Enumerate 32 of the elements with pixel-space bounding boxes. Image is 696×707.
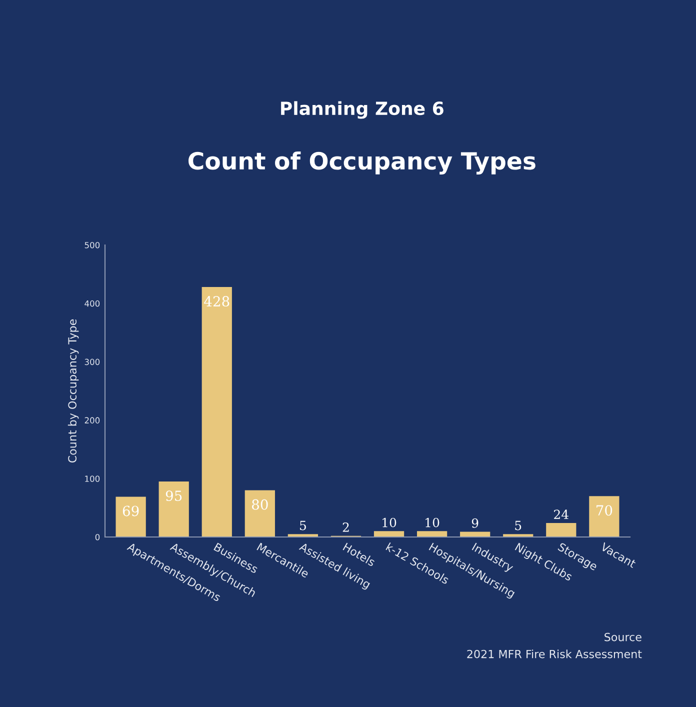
data-label: 80 — [252, 499, 268, 510]
bar — [460, 532, 490, 537]
data-label: 24 — [554, 510, 568, 519]
y-tick-label: 200 — [84, 417, 100, 424]
bar — [202, 287, 232, 537]
chart-subtitle: Planning Zone 6 — [281, 101, 444, 119]
data-label: 70 — [596, 505, 612, 516]
y-axis-title: Count by Occupancy Type — [68, 319, 79, 463]
bar — [546, 522, 576, 537]
data-label: 5 — [300, 520, 306, 530]
data-label: 9 — [472, 518, 478, 528]
bar — [589, 496, 620, 537]
bar — [244, 490, 275, 537]
text: 2021 MFR Fire Risk Assessment — [467, 650, 642, 658]
data-label: 2 — [342, 522, 349, 532]
data-label: 69 — [122, 506, 139, 516]
data-label: 428 — [204, 296, 230, 307]
y-tick-label: 0 — [95, 534, 100, 540]
bar — [416, 531, 448, 537]
y-tick-label: 500 — [84, 242, 100, 248]
bar — [158, 482, 189, 537]
y-tick-label: 100 — [85, 476, 100, 482]
data-label: 95 — [166, 490, 182, 502]
bar — [374, 531, 404, 537]
data-label: 5 — [515, 520, 522, 530]
data-label: 10 — [382, 518, 396, 528]
bar — [116, 496, 146, 537]
y-tick-label: 400 — [84, 300, 100, 307]
text: Source — [604, 632, 642, 642]
y-tick-label: 300 — [84, 358, 100, 366]
data-label: 10 — [426, 518, 440, 528]
chart-title: Count of Occupancy Types — [188, 151, 536, 175]
